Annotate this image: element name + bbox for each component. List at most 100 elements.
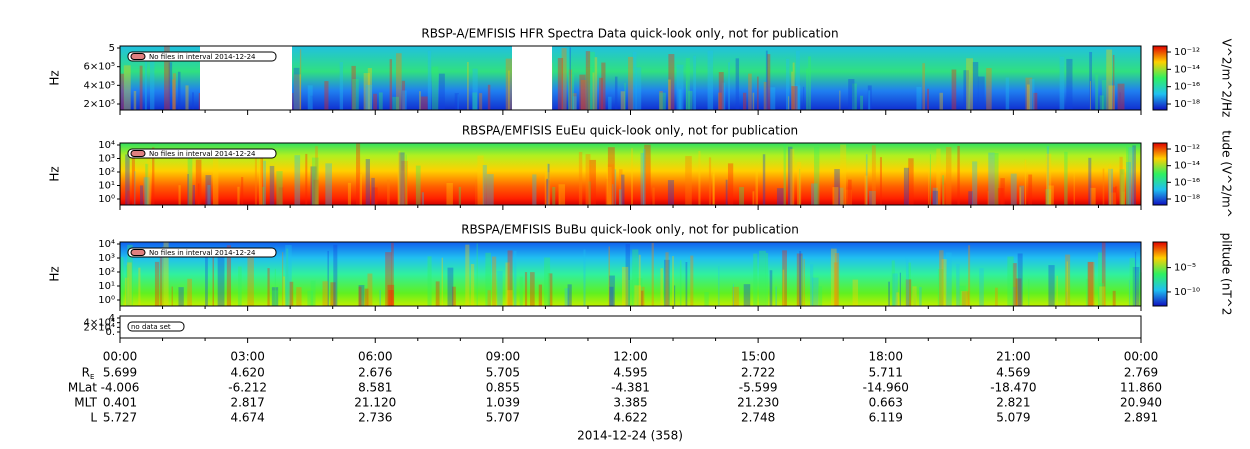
spectrogram-texture — [589, 159, 596, 205]
spectrogram-texture — [564, 288, 570, 306]
y-tick-label: 10¹ — [98, 181, 115, 192]
time-label: 21:00 — [996, 350, 1031, 364]
spectrogram-texture — [640, 152, 645, 205]
spectrogram-texture — [274, 268, 276, 306]
spectrogram-texture — [479, 93, 483, 110]
spectrogram-texture — [398, 152, 405, 205]
spectrogram-texture — [968, 191, 973, 205]
spectrogram-texture — [765, 50, 768, 110]
spectrogram-texture — [968, 245, 971, 306]
spectrogram-texture — [168, 62, 173, 110]
spectrogram-texture — [580, 79, 587, 110]
ephemeris-value: -4.381 — [611, 381, 650, 395]
spectrogram-texture — [254, 153, 257, 205]
spectrogram-texture — [578, 151, 583, 205]
spectrogram-texture — [794, 85, 801, 110]
note-box — [127, 247, 277, 258]
colorbar-tick-label: 10⁻¹⁸ — [1174, 194, 1200, 205]
spectrogram-texture — [421, 192, 424, 205]
spectrogram-texture — [1017, 253, 1023, 306]
spectrogram-texture — [1109, 192, 1116, 205]
spectrogram-texture — [960, 290, 967, 306]
spectrogram-texture — [544, 172, 551, 205]
spectrogram-texture — [435, 281, 440, 306]
y-tick-label: 10⁴ — [98, 140, 115, 151]
spectrogram-texture — [1028, 279, 1030, 306]
spectrogram-texture — [1029, 78, 1035, 110]
spectrogram-texture — [1109, 164, 1111, 205]
spectrogram-texture — [945, 252, 952, 306]
spectrogram-texture — [708, 157, 712, 205]
spectrogram-texture — [505, 262, 510, 306]
spectrogram-texture — [929, 154, 931, 205]
spectrogram-texture — [979, 268, 984, 306]
spectrogram-texture — [839, 187, 844, 205]
ephemeris-value: -14.960 — [863, 381, 909, 395]
spectrogram-texture — [599, 77, 603, 110]
spectrogram-texture — [1101, 242, 1106, 306]
spectrogram-texture — [693, 55, 697, 110]
colorbar — [1152, 241, 1168, 307]
spectrogram-texture — [322, 281, 329, 306]
spectrogram-texture — [1126, 162, 1132, 205]
spectrogram-texture — [579, 74, 586, 110]
spectrogram-texture — [783, 143, 786, 205]
colorbar-tick-label: 10⁻¹² — [1174, 144, 1200, 155]
spectrogram-texture — [431, 66, 439, 110]
spectrogram-texture — [806, 68, 809, 110]
spectrogram-texture — [665, 252, 669, 306]
spectrogram-texture — [313, 179, 319, 205]
spectrogram-texture — [848, 179, 852, 205]
spectrogram-texture — [664, 259, 670, 306]
spectrogram-texture — [967, 79, 970, 110]
spectrogram-texture — [718, 266, 720, 306]
time-label: 18:00 — [868, 350, 903, 364]
note-box — [127, 321, 185, 332]
spectrogram-texture — [293, 67, 300, 110]
spectrogram-texture — [607, 147, 615, 205]
spectrogram-texture — [606, 166, 612, 205]
spectrogram-texture — [127, 262, 132, 306]
spectrogram-texture — [848, 79, 855, 110]
ephemeris-value: 3.385 — [613, 396, 647, 410]
spectrogram-texture — [187, 149, 193, 205]
y-tick-label: 0. — [105, 327, 115, 338]
spectrogram-texture — [185, 85, 189, 110]
ephemeris-value: -6.212 — [228, 381, 267, 395]
spectrogram-texture — [1066, 58, 1073, 110]
spectrogram-texture — [405, 154, 407, 205]
spectrogram-texture — [621, 174, 625, 205]
spectrogram-texture — [133, 90, 137, 110]
colorbar — [1152, 45, 1168, 111]
ephemeris-value: 2.722 — [741, 366, 775, 380]
spectrogram-texture — [1126, 146, 1130, 205]
spectrogram-texture — [127, 244, 133, 306]
ephemeris-value: 2.748 — [741, 411, 775, 425]
y-tick-label: 4×10⁵ — [84, 80, 115, 91]
spectrogram-texture — [372, 187, 378, 205]
spectrogram-texture — [1102, 168, 1105, 205]
note: No files in interval 2014-12-24 — [149, 53, 256, 61]
spectrogram-texture — [1119, 156, 1123, 205]
spectrogram-texture — [963, 70, 969, 110]
spectrogram-texture — [627, 279, 633, 306]
spectrogram-texture — [788, 96, 790, 110]
spectrogram-texture — [330, 282, 336, 306]
ephemeris-value: 5.727 — [103, 411, 137, 425]
spectrogram-texture — [735, 58, 740, 110]
spectrogram-texture — [1045, 153, 1052, 205]
spectrogram-texture — [547, 163, 549, 205]
spectrogram-texture — [1026, 84, 1031, 110]
spectrogram-texture — [1046, 146, 1049, 205]
spectrogram-texture — [507, 250, 513, 306]
note-box — [127, 148, 277, 159]
spectrogram-texture — [538, 284, 543, 306]
ephemeris-value: 8.581 — [358, 381, 392, 395]
spectrogram-texture — [913, 288, 917, 306]
spectrogram-texture — [457, 94, 459, 110]
spectrogram-texture — [419, 91, 421, 110]
spectrogram-texture — [585, 67, 593, 110]
spectrogram-texture — [1089, 81, 1091, 110]
spectrogram-texture — [519, 276, 523, 306]
spectrogram-texture — [987, 191, 989, 205]
